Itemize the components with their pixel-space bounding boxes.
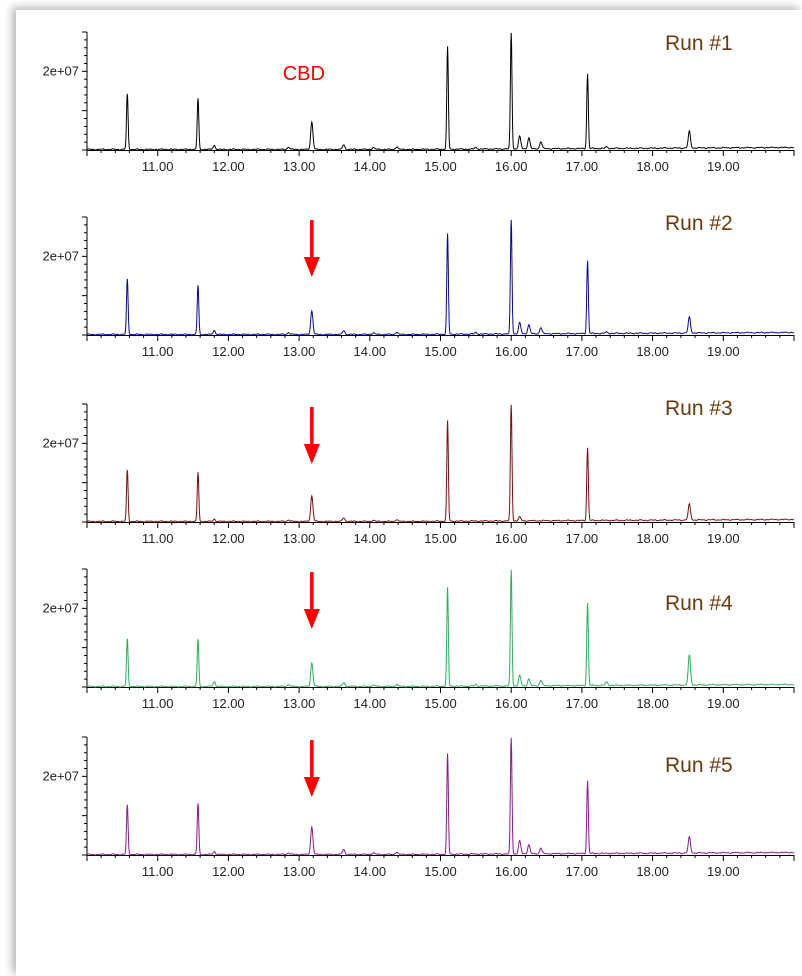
- signal-trace: [86, 219, 795, 336]
- run-label: Run #4: [665, 592, 733, 615]
- x-tick-label: 13.00: [283, 344, 316, 359]
- y-tick-label: 2e+07: [42, 435, 79, 450]
- x-tick-label: 11.00: [142, 344, 174, 359]
- x-tick-label: 17.00: [566, 531, 599, 546]
- x-tick-label: 18.00: [636, 696, 669, 711]
- figure-frame: 11.00 12.00 13.00 14.00 15.00 16.00 17.00 18.00…: [16, 10, 802, 976]
- x-tick-label: 14.00: [354, 864, 387, 879]
- signal-trace: [86, 569, 795, 688]
- x-tick-label: 17.00: [566, 696, 599, 711]
- x-tick-label: 14.00: [354, 344, 387, 359]
- x-tick-label: 19.00: [707, 531, 740, 546]
- chromatogram-panel: 11.00 12.00 13.00 14.00 15.00 16.00 17.00 18.00…: [42, 397, 795, 546]
- x-tick-label: 11.00: [142, 159, 174, 174]
- x-tick-label: 17.00: [566, 159, 599, 174]
- chromatogram-stack: 11.00 12.00 13.00 14.00 15.00 16.00 17.00 18.00…: [42, 31, 795, 879]
- x-tick-label: 15.00: [424, 696, 457, 711]
- x-tick-label: 15.00: [424, 531, 457, 546]
- x-tick-label: 14.00: [354, 531, 387, 546]
- x-tick-label: 12.00: [212, 864, 245, 879]
- x-tick-label: 16.00: [495, 344, 528, 359]
- signal-trace: [86, 404, 795, 523]
- x-tick-label: 19.00: [707, 696, 740, 711]
- y-tick-label: 2e+07: [42, 600, 79, 615]
- x-tick-label: 13.00: [283, 864, 316, 879]
- signal-trace: [86, 32, 795, 151]
- x-tick-label: 18.00: [636, 159, 669, 174]
- x-tick-label: 12.00: [212, 696, 245, 711]
- x-tick-label: 19.00: [707, 159, 740, 174]
- x-tick-label: 12.00: [212, 531, 245, 546]
- x-tick-label: 18.00: [636, 864, 669, 879]
- x-tick-label: 16.00: [495, 864, 528, 879]
- y-tick-label: 2e+07: [42, 248, 79, 263]
- x-tick-label: 15.00: [424, 344, 457, 359]
- run-label: Run #2: [665, 212, 733, 235]
- x-tick-label: 13.00: [283, 531, 316, 546]
- chromatogram-panel: 11.00 12.00 13.00 14.00 15.00 16.00 17.00 18.00…: [42, 31, 795, 174]
- run-label: Run #5: [665, 754, 733, 777]
- x-tick-label: 12.00: [212, 344, 245, 359]
- arrow-icon: [303, 740, 320, 797]
- arrow-icon: [303, 220, 320, 277]
- x-tick-label: 12.00: [212, 159, 245, 174]
- x-tick-label: 16.00: [495, 159, 528, 174]
- arrow-icon: [303, 407, 320, 464]
- x-tick-label: 13.00: [283, 696, 316, 711]
- signal-trace: [86, 737, 795, 856]
- chromatogram-panel: 11.00 12.00 13.00 14.00 15.00 16.00 17.00 18.00…: [42, 736, 795, 879]
- x-tick-label: 13.00: [283, 159, 316, 174]
- y-tick-label: 2e+07: [42, 768, 79, 783]
- x-tick-label: 17.00: [566, 344, 599, 359]
- x-tick-label: 16.00: [495, 531, 528, 546]
- x-tick-label: 15.00: [424, 864, 457, 879]
- x-tick-label: 17.00: [566, 864, 599, 879]
- chromatogram-panel: 11.00 12.00 13.00 14.00 15.00 16.00 17.00 18.00…: [42, 568, 795, 711]
- run-label: Run #3: [665, 397, 733, 420]
- x-tick-label: 16.00: [495, 696, 528, 711]
- arrow-icon: [303, 572, 320, 629]
- chromatogram-panel: 11.00 12.00 13.00 14.00 15.00 16.00 17.00 18.00…: [42, 212, 795, 359]
- x-tick-label: 15.00: [424, 159, 457, 174]
- x-tick-label: 18.00: [636, 531, 669, 546]
- x-tick-label: 18.00: [636, 344, 669, 359]
- run-label: Run #1: [665, 32, 733, 55]
- x-tick-label: 14.00: [354, 696, 387, 711]
- x-tick-label: 19.00: [707, 864, 740, 879]
- y-tick-label: 2e+07: [42, 63, 79, 78]
- x-tick-label: 14.00: [354, 159, 387, 174]
- x-tick-label: 11.00: [142, 531, 174, 546]
- x-tick-label: 11.00: [142, 864, 174, 879]
- cbd-label: CBD: [283, 63, 325, 85]
- x-tick-label: 11.00: [142, 696, 174, 711]
- x-tick-label: 19.00: [707, 344, 740, 359]
